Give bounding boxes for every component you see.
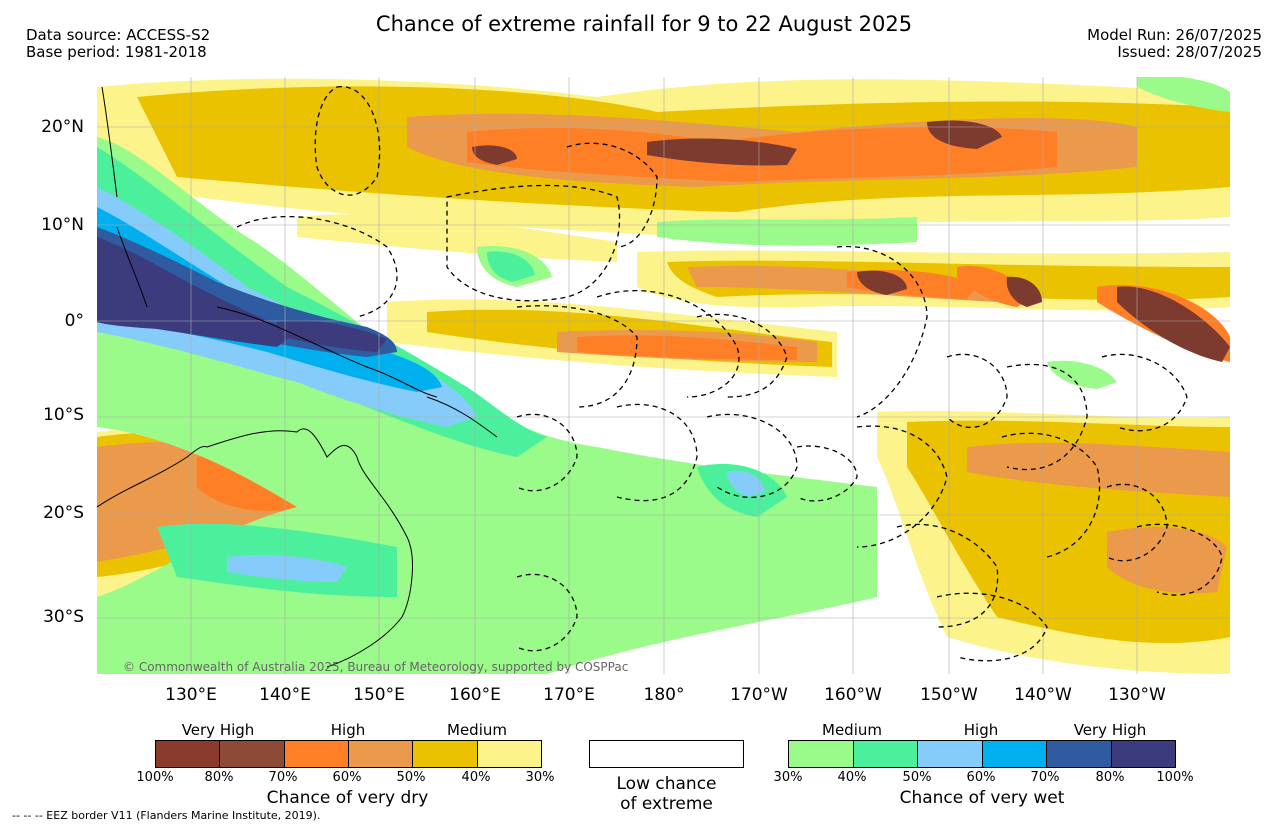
model-run-label: Model Run: 26/07/2025: [1087, 26, 1262, 44]
wet-tick-50: 50%: [902, 770, 932, 785]
wet-color-scale: [788, 740, 1176, 768]
wet-swatch-4: [982, 741, 1047, 767]
dry-tick-60: 60%: [332, 770, 362, 785]
header-right: Model Run: 26/07/2025 Issued: 28/07/2025: [1087, 27, 1262, 61]
dry-tick-50: 50%: [396, 770, 426, 785]
lat-label-20n: 20°N: [41, 117, 84, 137]
lon-label-180: 180°: [643, 685, 685, 705]
dry-tick-30: 30%: [525, 770, 555, 785]
wet-swatch-3: [918, 741, 983, 767]
lon-label-160e: 160°E: [449, 685, 501, 705]
dry-tick-40: 40%: [461, 770, 491, 785]
wet-swatch-5: [1047, 741, 1112, 767]
lon-label-130w: 130°W: [1108, 685, 1166, 705]
graticule: [97, 77, 1230, 674]
lon-label-160w: 160°W: [824, 685, 882, 705]
issued-label: Issued: 28/07/2025: [1117, 43, 1262, 61]
wet-legend-title: Chance of very wet: [899, 788, 1065, 808]
dry-swatch-1: [156, 741, 221, 767]
dry-cat-very-high: Very High: [181, 721, 255, 739]
lat-label-30s: 30°S: [43, 607, 84, 627]
wet-tick-30: 30%: [773, 770, 803, 785]
wet-cat-medium: Medium: [822, 721, 882, 739]
forecast-map: © Commonwealth of Australia 2025, Bureau…: [97, 77, 1230, 674]
wet-swatch-2: [853, 741, 918, 767]
wet-tick-60: 60%: [966, 770, 996, 785]
wet-tick-40: 40%: [837, 770, 867, 785]
lat-label-10n: 10°N: [41, 215, 84, 235]
lon-label-150w: 150°W: [920, 685, 978, 705]
dry-swatch-3: [284, 741, 349, 767]
eez-note: -- -- -- EEZ border V11 (Flanders Marine…: [12, 809, 321, 822]
wet-tick-80: 80%: [1095, 770, 1125, 785]
lon-label-130e: 130°E: [165, 685, 217, 705]
wet-tick-70: 70%: [1030, 770, 1060, 785]
wet-cat-high: High: [963, 721, 999, 739]
lat-label-0: 0°: [64, 311, 84, 331]
map-title: Chance of extreme rainfall for 9 to 22 A…: [375, 12, 913, 36]
base-period-label: Base period: 1981-2018: [26, 43, 207, 61]
dry-swatch-6: [477, 741, 541, 767]
header-left: Data source: ACCESS-S2 Base period: 1981…: [26, 27, 210, 61]
dry-tick-70: 70%: [268, 770, 298, 785]
lat-label-10s: 10°S: [43, 405, 84, 425]
lon-label-140e: 140°E: [259, 685, 311, 705]
map-canvas: [97, 77, 1230, 674]
wet-swatch-6: [1111, 741, 1175, 767]
low-chance-line2: of extreme: [620, 794, 713, 814]
dry-tick-100: 100%: [136, 770, 174, 785]
lon-label-170e: 170°E: [543, 685, 595, 705]
low-chance-swatch: [589, 740, 744, 768]
coastlines: [97, 86, 498, 668]
wet-very-high-regions: [97, 237, 387, 352]
low-chance-label: Low chance of extreme: [589, 774, 744, 814]
dry-legend-title: Chance of very dry: [266, 788, 429, 808]
dry-very-high-regions: [472, 120, 1230, 362]
wet-swatch-1: [789, 741, 854, 767]
dry-swatch-5: [413, 741, 478, 767]
lon-label-140w: 140°W: [1014, 685, 1072, 705]
lon-label-150e: 150°E: [353, 685, 405, 705]
copyright-notice: © Commonwealth of Australia 2025, Bureau…: [123, 660, 629, 674]
dry-tick-80: 80%: [204, 770, 234, 785]
dry-cat-medium: Medium: [447, 721, 507, 739]
dry-swatch-4: [348, 741, 414, 767]
lon-label-170w: 170°W: [730, 685, 788, 705]
wet-tick-100: 100%: [1156, 770, 1194, 785]
dry-swatch-2: [220, 741, 285, 767]
data-source-label: Data source: ACCESS-S2: [26, 26, 211, 44]
lat-label-20s: 20°S: [43, 503, 84, 523]
wet-cat-very-high: Very High: [1073, 721, 1147, 739]
dry-cat-high: High: [330, 721, 366, 739]
eez-borders: [236, 86, 1223, 662]
low-chance-line1: Low chance: [616, 774, 717, 794]
dry-color-scale: [155, 740, 542, 768]
